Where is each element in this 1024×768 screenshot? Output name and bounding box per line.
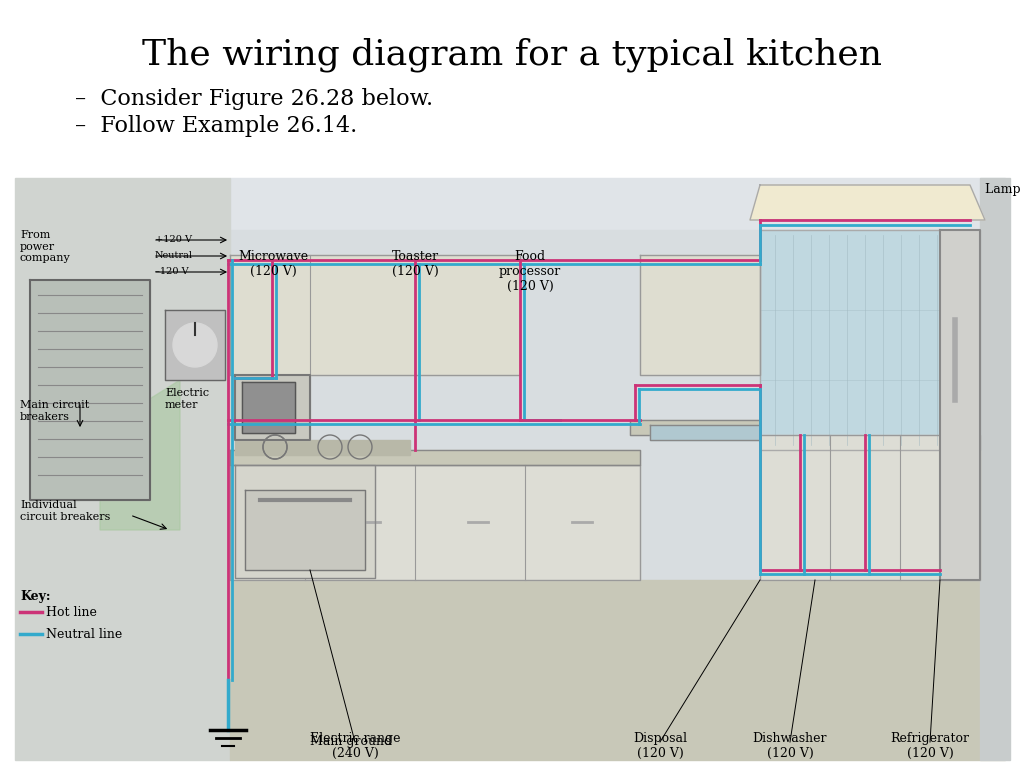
- Polygon shape: [640, 255, 760, 375]
- Text: –  Consider Figure 26.28 below.: – Consider Figure 26.28 below.: [75, 88, 433, 110]
- Text: Lamp (120 V): Lamp (120 V): [985, 183, 1024, 196]
- Text: From
power
company: From power company: [20, 230, 71, 263]
- Circle shape: [173, 323, 217, 367]
- Polygon shape: [230, 465, 640, 580]
- Text: Individual
circuit breakers: Individual circuit breakers: [20, 500, 111, 521]
- Polygon shape: [245, 490, 365, 570]
- Polygon shape: [650, 425, 760, 440]
- Text: –  Follow Example 26.14.: – Follow Example 26.14.: [75, 115, 357, 137]
- Text: Disposal
(120 V): Disposal (120 V): [633, 732, 687, 760]
- Polygon shape: [760, 435, 980, 580]
- Text: Key:: Key:: [20, 590, 50, 603]
- Text: Refrigerator
(120 V): Refrigerator (120 V): [891, 732, 970, 760]
- Polygon shape: [230, 178, 1005, 230]
- Polygon shape: [980, 178, 1010, 760]
- Polygon shape: [234, 465, 375, 578]
- Text: –120 V: –120 V: [155, 267, 188, 276]
- Polygon shape: [230, 255, 520, 375]
- Polygon shape: [750, 185, 985, 220]
- Text: Dishwasher
(120 V): Dishwasher (120 V): [753, 732, 827, 760]
- Polygon shape: [760, 230, 980, 450]
- Text: The wiring diagram for a typical kitchen: The wiring diagram for a typical kitchen: [142, 38, 882, 72]
- Text: +120 V: +120 V: [155, 236, 193, 244]
- Polygon shape: [165, 310, 225, 380]
- Text: Neutral line: Neutral line: [46, 627, 122, 641]
- Polygon shape: [630, 420, 760, 435]
- Text: Hot line: Hot line: [46, 605, 97, 618]
- Polygon shape: [242, 382, 295, 433]
- Text: Electric
meter: Electric meter: [165, 388, 209, 409]
- Text: Neutral: Neutral: [155, 251, 193, 260]
- Polygon shape: [230, 230, 1005, 580]
- Text: Microwave
(120 V): Microwave (120 V): [238, 250, 308, 278]
- Text: Main ground: Main ground: [310, 735, 392, 748]
- Polygon shape: [940, 230, 980, 580]
- Polygon shape: [234, 375, 310, 440]
- Text: Toaster
(120 V): Toaster (120 V): [391, 250, 438, 278]
- Polygon shape: [230, 580, 1005, 760]
- Text: Main circuit
breakers: Main circuit breakers: [20, 400, 89, 422]
- Polygon shape: [30, 280, 150, 500]
- Polygon shape: [15, 178, 230, 760]
- Polygon shape: [100, 380, 180, 530]
- Text: Electric range
(240 V): Electric range (240 V): [309, 732, 400, 760]
- Polygon shape: [230, 450, 640, 465]
- Polygon shape: [234, 440, 410, 455]
- Text: Food
processor
(120 V): Food processor (120 V): [499, 250, 561, 293]
